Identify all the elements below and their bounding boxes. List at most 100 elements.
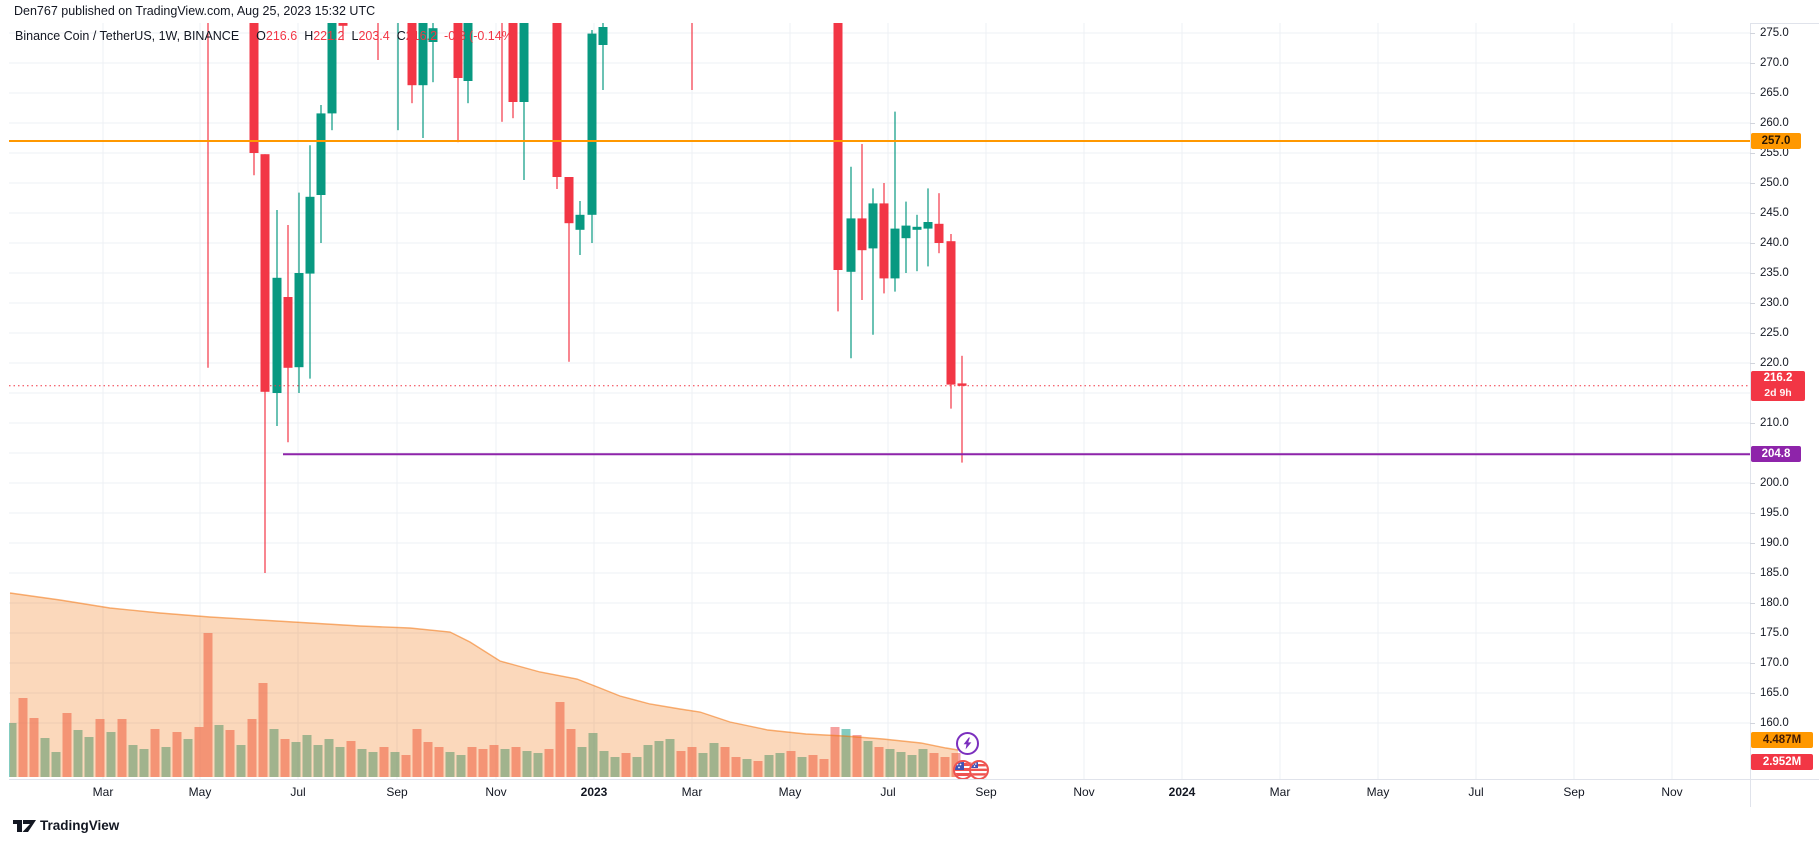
volume-bar bbox=[610, 757, 620, 777]
volume-bar bbox=[161, 747, 171, 777]
price-tick-label: 250.0 bbox=[1760, 177, 1789, 189]
volume-bar bbox=[40, 738, 50, 777]
axis-tick-mark bbox=[1750, 243, 1755, 244]
tradingview-logo-icon[interactable] bbox=[13, 819, 37, 834]
volume-bar bbox=[117, 719, 127, 777]
flag-glyph bbox=[971, 762, 987, 776]
axis-tick-mark bbox=[1750, 333, 1755, 334]
candle-body bbox=[418, 23, 428, 86]
price-axis[interactable]: 275.0 270.0 265.0 260.0 255.0 250.0 245.0 240.0… bbox=[1750, 23, 1819, 779]
volume-bar bbox=[742, 759, 752, 777]
axis-tick-mark bbox=[1750, 483, 1755, 484]
candle-body bbox=[519, 23, 529, 102]
price-tick-label: 275.0 bbox=[1760, 27, 1789, 39]
volume-bar bbox=[676, 751, 686, 777]
time-tick-label: 2024 bbox=[1168, 785, 1196, 799]
volume-bar bbox=[150, 729, 160, 777]
candle-body bbox=[272, 277, 282, 393]
time-tick-label: Sep bbox=[386, 785, 408, 799]
price-tick-label: 190.0 bbox=[1760, 537, 1789, 549]
volume-bar bbox=[62, 713, 72, 777]
price-tick-label: 195.0 bbox=[1760, 507, 1789, 519]
ohlc-value: 221.2 bbox=[313, 29, 345, 43]
time-tick-label: May bbox=[1366, 785, 1390, 799]
volume-bar bbox=[172, 732, 182, 777]
time-tick-label: Jul bbox=[290, 785, 306, 799]
candle-body bbox=[901, 225, 911, 239]
volume-bar bbox=[577, 747, 587, 777]
volume-bar bbox=[368, 752, 378, 777]
volume-bar bbox=[797, 757, 807, 777]
price-tick-label: 230.0 bbox=[1760, 297, 1789, 309]
volume-bar bbox=[258, 683, 268, 777]
time-axis[interactable]: Mar May Jul Sep Nov 2023 Mar May Jul Sep Nov 2024 Ma… bbox=[9, 779, 1750, 807]
axis-tick-mark bbox=[1750, 693, 1755, 694]
volume-bar bbox=[489, 745, 499, 777]
candle-body bbox=[338, 23, 348, 26]
candle-body bbox=[946, 241, 956, 385]
time-tick-label: Mar bbox=[681, 785, 703, 799]
chart-pane[interactable]: Binance Coin / TetherUS, 1W, BINANCE O216… bbox=[9, 23, 1750, 779]
candle-body bbox=[923, 222, 933, 229]
volume-bar bbox=[9, 723, 17, 777]
time-tick-label: May bbox=[778, 785, 802, 799]
lightning-event-icon[interactable] bbox=[956, 732, 979, 755]
price-tick-label: 175.0 bbox=[1760, 627, 1789, 639]
us-flag-event-icon[interactable] bbox=[969, 760, 989, 779]
volume-bar bbox=[269, 729, 279, 777]
footer-bar: TradingView bbox=[0, 807, 1819, 846]
volume-bar bbox=[720, 747, 730, 777]
candle-body bbox=[957, 383, 967, 386]
volume-bar bbox=[830, 727, 840, 777]
volume-bar bbox=[423, 742, 433, 777]
volume-bar bbox=[687, 747, 697, 777]
volume-bar bbox=[478, 749, 488, 777]
time-tick-label: Nov bbox=[485, 785, 507, 799]
symbol-legend[interactable]: Binance Coin / TetherUS, 1W, BINANCE O216… bbox=[15, 29, 517, 43]
volume-bar bbox=[808, 755, 818, 777]
volume-bar bbox=[324, 739, 334, 777]
volume-bar bbox=[522, 751, 532, 777]
axis-tick-mark bbox=[1750, 723, 1755, 724]
candle-body bbox=[508, 23, 518, 102]
candle-body bbox=[587, 33, 597, 215]
candle-body bbox=[327, 23, 337, 114]
time-tick-label: Jul bbox=[880, 785, 896, 799]
price-axis-divider bbox=[1750, 23, 1751, 807]
price-tick-label: 265.0 bbox=[1760, 87, 1789, 99]
time-tick-label: Mar bbox=[1269, 785, 1291, 799]
time-tick-label: Nov bbox=[1073, 785, 1095, 799]
change-value: -0.3 (-0.14%) bbox=[444, 29, 517, 43]
price-tick-label: 200.0 bbox=[1760, 477, 1789, 489]
tradingview-brand[interactable]: TradingView bbox=[40, 818, 120, 833]
price-tick-label: 270.0 bbox=[1760, 57, 1789, 69]
volume-bar bbox=[621, 753, 631, 777]
candle-body bbox=[428, 28, 438, 42]
volume-bar bbox=[588, 733, 598, 777]
chart-plot-area[interactable] bbox=[9, 23, 1750, 779]
volume-bar bbox=[841, 729, 851, 777]
axis-tick-mark bbox=[1750, 183, 1755, 184]
vol-last-axis-label: 2.952M bbox=[1751, 754, 1813, 770]
ohlc-values: O216.6 H221.2 L203.4 C216.2 bbox=[249, 29, 437, 43]
volume-bar bbox=[566, 729, 576, 777]
axis-tick-mark bbox=[1750, 303, 1755, 304]
volume-bar bbox=[896, 752, 906, 777]
candle-body bbox=[879, 203, 889, 279]
volume-bar bbox=[544, 749, 554, 777]
axis-tick-mark bbox=[1750, 633, 1755, 634]
candle-body bbox=[598, 27, 608, 45]
volume-bar bbox=[643, 745, 653, 777]
volume-bar bbox=[346, 741, 356, 777]
volume-bar bbox=[291, 742, 301, 777]
candle-body bbox=[249, 23, 259, 153]
volume-bar bbox=[775, 753, 785, 777]
symbol-title[interactable]: Binance Coin / TetherUS, 1W, BINANCE bbox=[15, 29, 240, 43]
candle-body bbox=[552, 23, 562, 177]
volume-bar bbox=[302, 735, 312, 777]
time-tick-label: Sep bbox=[1563, 785, 1585, 799]
volume-bar bbox=[434, 747, 444, 777]
candle-body bbox=[890, 228, 900, 279]
volume-bar bbox=[139, 749, 149, 777]
candle-body bbox=[868, 203, 878, 249]
